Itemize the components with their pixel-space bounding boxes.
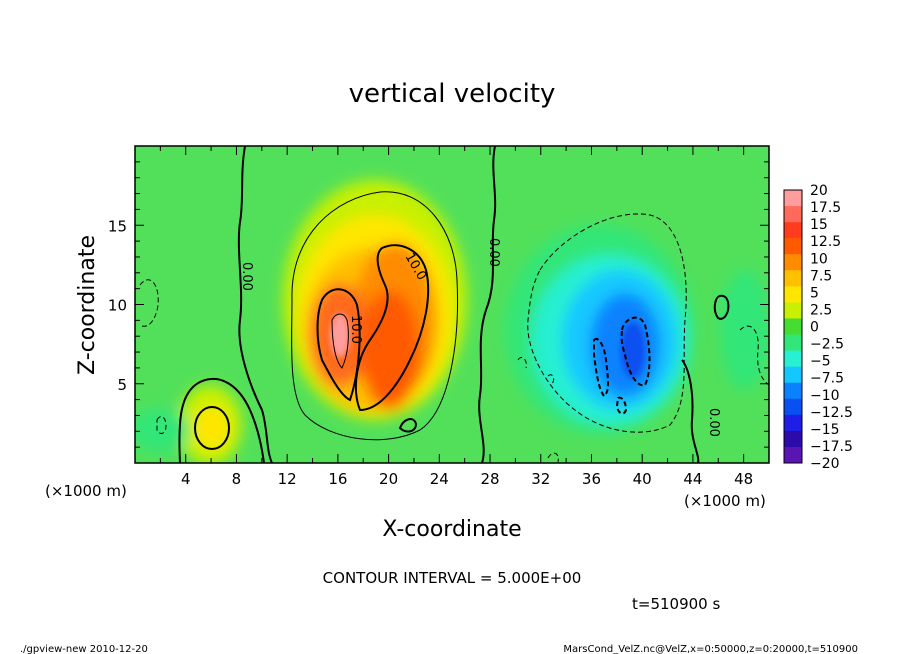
colorbar-swatch	[784, 414, 802, 432]
contour-labels: 0.00 10.0 10.0 0.00 0.00	[239, 238, 721, 437]
contour-ten-right	[354, 244, 430, 412]
colorbar-swatch	[784, 398, 802, 416]
contour-neg-core2	[593, 338, 609, 398]
colorbar-swatch	[784, 238, 802, 255]
colorbar-swatch	[784, 334, 802, 351]
colorbar-label: 5	[810, 285, 819, 301]
footer-right: MarsCond_VelZ.nc@VelZ,x=0:50000,z=0:2000…	[563, 644, 858, 654]
y-tick-label: 15	[108, 217, 127, 235]
colorbar-label: 17.5	[810, 200, 841, 216]
time-label: t=510900 s	[632, 595, 720, 613]
colorbar-swatch	[784, 430, 802, 448]
x-tick-label: 4	[181, 470, 191, 488]
x-tick-label: 16	[328, 470, 347, 488]
contour-neg-dots	[517, 357, 559, 463]
colorbar-label: 7.5	[810, 268, 832, 284]
colorbar-label: 0	[810, 320, 819, 336]
contour-outer-updraft	[291, 191, 458, 441]
contour-neg-leftedge	[139, 279, 159, 327]
x-unit-left: (×1000 m)	[45, 482, 127, 500]
contour-right-cell	[713, 294, 730, 320]
colorbar-swatch	[784, 350, 802, 367]
contour-label: 0.00	[486, 238, 501, 267]
contour-neg-core3	[615, 396, 628, 415]
x-axis: 4 8 12 16 20 24 28 32 36 40 44 48	[159, 146, 753, 488]
contour-label: 0.00	[706, 408, 721, 437]
x-tick-label: 36	[582, 470, 601, 488]
colorbar-label: −12.5	[810, 405, 853, 421]
contour-zero-right	[681, 359, 700, 463]
colorbar-swatch	[784, 302, 802, 319]
colorbar-swatch	[784, 270, 802, 287]
colorbar-swatch	[784, 206, 802, 223]
colorbar-swatch	[784, 286, 802, 303]
x-tick-label: 12	[278, 470, 297, 488]
x-tick-label: 24	[430, 470, 449, 488]
colorbar-label: −10	[810, 388, 840, 404]
colorbar-swatch	[784, 382, 802, 400]
contour-ten-left	[316, 288, 361, 402]
contour-neg-core	[620, 316, 651, 387]
colorbar-label: 12.5	[810, 234, 841, 250]
colorbar-swatch	[784, 366, 802, 384]
colorbar-label: −7.5	[810, 371, 844, 387]
y-tick-label: 10	[108, 297, 127, 315]
plot-area: 0.00 10.0 10.0 0.00 0.00	[135, 146, 769, 463]
contour-dashed	[139, 213, 769, 463]
x-tick-label: 8	[232, 470, 242, 488]
colorbar-swatch	[784, 222, 802, 239]
colorbar-label: −20	[810, 456, 840, 472]
contour-zero-mid	[478, 146, 497, 463]
x-tick-label: 28	[480, 470, 499, 488]
y-axis: 5 10 15	[108, 161, 769, 448]
contour-interval-text: CONTOUR INTERVAL = 5.000E+00	[323, 569, 582, 587]
colorbar-label: −5	[810, 354, 831, 370]
colorbar-label: 15	[810, 217, 828, 233]
x-axis-label: X-coordinate	[382, 517, 521, 542]
y-axis-label: Z-coordinate	[75, 235, 100, 375]
colorbar-label: 2.5	[810, 302, 832, 318]
colorbar-swatch	[784, 446, 802, 464]
colorbar-swatch	[784, 318, 802, 335]
contour-lines	[178, 146, 730, 463]
contour-neg-far	[739, 325, 769, 386]
contour-neg-small	[156, 416, 167, 434]
colorbar-frame	[783, 189, 803, 464]
x-unit-right: (×1000 m)	[684, 492, 766, 510]
x-tick-label: 32	[531, 470, 550, 488]
colorbar-swatch	[784, 254, 802, 271]
colorbar-label: 10	[810, 251, 828, 267]
x-tick-label: 48	[734, 470, 753, 488]
colorbar-label: −15	[810, 422, 840, 438]
contour-label: 10.0	[348, 315, 363, 344]
x-tick-label: 40	[633, 470, 652, 488]
colorbar-label: −2.5	[810, 337, 844, 353]
contour-label: 0.00	[239, 262, 254, 291]
x-tick-label: 20	[379, 470, 398, 488]
colorbar-label: 20	[810, 183, 828, 199]
colorbar-label: −17.5	[810, 439, 853, 455]
colorbar-swatch	[784, 190, 802, 207]
contour-zero-low	[178, 377, 265, 463]
contour-low-cell	[194, 406, 230, 450]
contour-small-cell	[398, 418, 418, 433]
contour-fifteen-core	[331, 313, 349, 369]
footer-left: ./gpview-new 2010-12-20	[20, 644, 148, 654]
contour-zero-left	[237, 146, 273, 463]
x-tick-label: 44	[683, 470, 702, 488]
y-tick-label: 5	[117, 376, 127, 394]
contour-neg-outer	[527, 213, 687, 433]
chart-title: vertical velocity	[349, 79, 556, 109]
